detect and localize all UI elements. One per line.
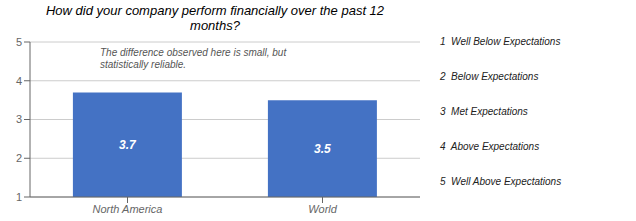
html-text:5 Well Above Expectations: 5 Well Above Expectations bbox=[440, 176, 562, 187]
svg-text:3: 3 bbox=[16, 113, 22, 125]
html-text:4 Above Expectations: 4 Above Expectations bbox=[440, 141, 540, 152]
svg-text:4: 4 bbox=[16, 75, 22, 87]
html-text:The difference observed here i: The difference observed here is small, b… bbox=[100, 47, 287, 70]
html-text:3 Met Expectations: 3 Met Expectations bbox=[440, 106, 528, 117]
svg-text:World: World bbox=[308, 203, 338, 215]
svg-text:2: 2 bbox=[16, 152, 22, 164]
svg-text:North America: North America bbox=[93, 203, 163, 215]
html-text:1 Well Below Expectations: 1 Well Below Expectations bbox=[440, 36, 561, 47]
svg-text:5: 5 bbox=[16, 36, 22, 48]
svg-text:3.5: 3.5 bbox=[314, 142, 331, 156]
html-text:How did your company perform f: How did your company perform financially… bbox=[45, 3, 385, 33]
svg-text:3.7: 3.7 bbox=[119, 138, 137, 152]
svg-text:1: 1 bbox=[16, 191, 22, 203]
html-text:2 Below Expectations: 2 Below Expectations bbox=[440, 71, 539, 82]
